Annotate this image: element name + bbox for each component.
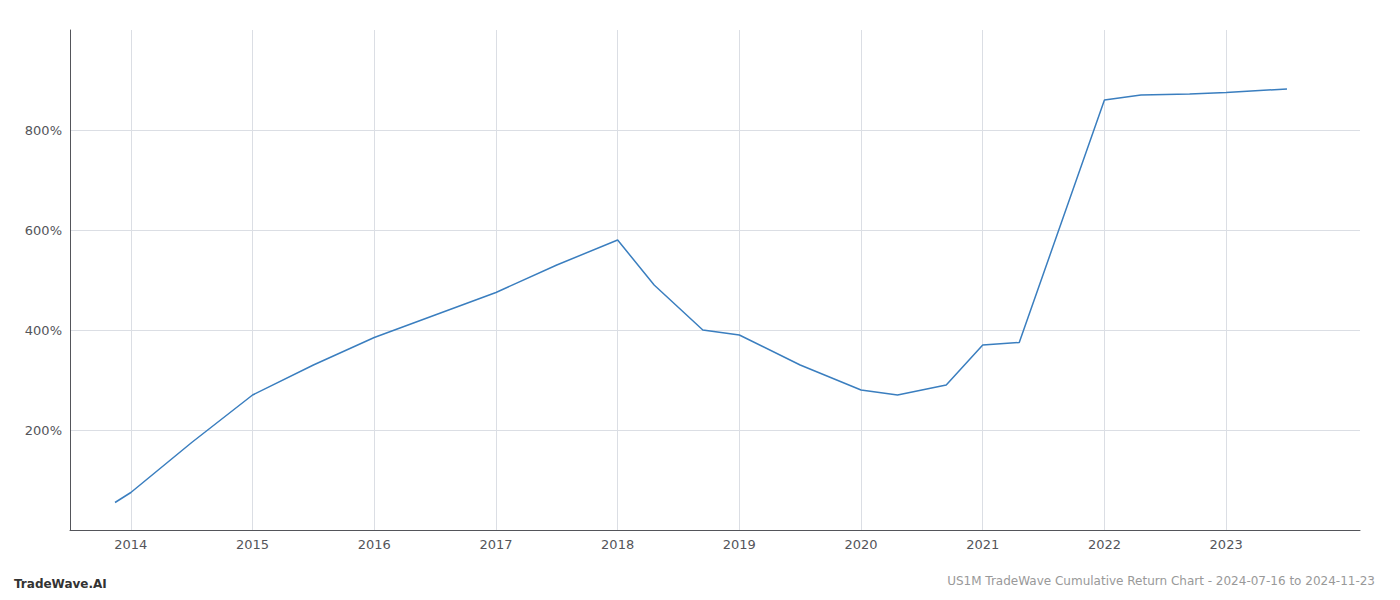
- svg-text:2019: 2019: [723, 537, 756, 552]
- svg-text:200%: 200%: [25, 423, 62, 438]
- svg-text:2022: 2022: [1088, 537, 1121, 552]
- svg-text:2016: 2016: [358, 537, 391, 552]
- svg-text:2018: 2018: [601, 537, 634, 552]
- svg-text:600%: 600%: [25, 223, 62, 238]
- svg-text:2021: 2021: [966, 537, 999, 552]
- svg-text:TradeWave.AI: TradeWave.AI: [14, 577, 107, 591]
- svg-text:2017: 2017: [479, 537, 512, 552]
- svg-text:2023: 2023: [1210, 537, 1243, 552]
- svg-text:US1M TradeWave Cumulative Retu: US1M TradeWave Cumulative Return Chart -…: [947, 574, 1375, 588]
- svg-text:2020: 2020: [844, 537, 877, 552]
- svg-text:400%: 400%: [25, 323, 62, 338]
- svg-text:2015: 2015: [236, 537, 269, 552]
- svg-text:800%: 800%: [25, 123, 62, 138]
- svg-text:2014: 2014: [114, 537, 147, 552]
